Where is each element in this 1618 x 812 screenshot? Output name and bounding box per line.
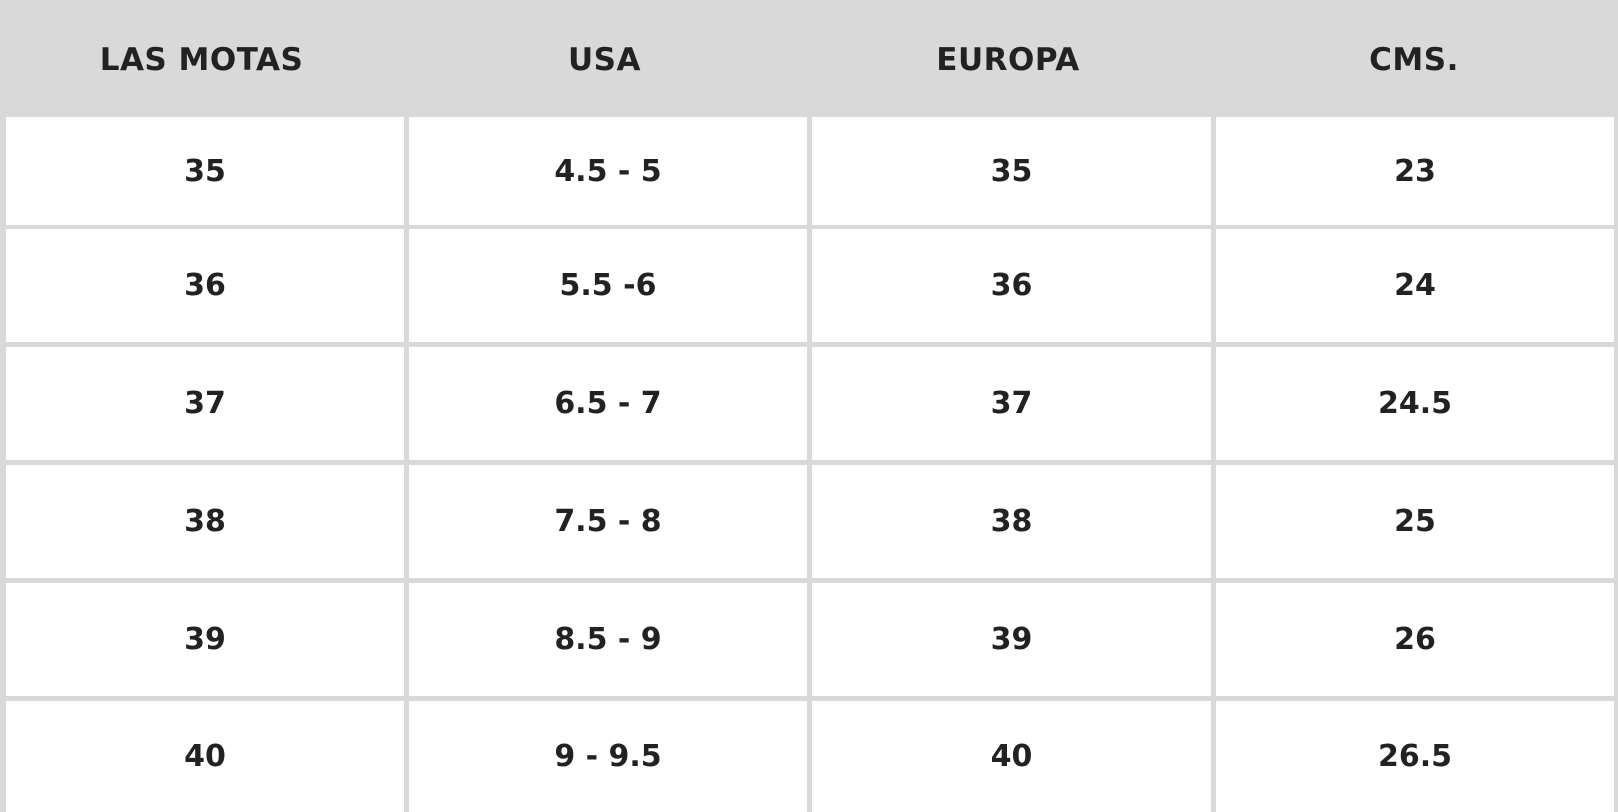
cell-usa: 8.5 - 9 (409, 583, 807, 696)
cell-usa: 5.5 -6 (409, 229, 807, 342)
cell-europa: 36 (812, 229, 1211, 342)
cell-las-motas: 40 (6, 701, 404, 812)
cell-las-motas: 37 (6, 347, 404, 460)
cell-las-motas: 35 (6, 117, 404, 225)
cell-europa: 40 (812, 701, 1211, 812)
cell-las-motas: 36 (6, 229, 404, 342)
cell-usa: 4.5 - 5 (409, 117, 807, 225)
cell-usa: 7.5 - 8 (409, 465, 807, 578)
size-table-body: 35 4.5 - 5 35 23 36 5.5 -6 36 24 37 6.5 - 7 37 24.5… (0, 117, 1618, 812)
cell-cms: 24 (1216, 229, 1614, 342)
cell-europa: 39 (812, 583, 1211, 696)
cell-cms: 26 (1216, 583, 1614, 696)
header-europa: EUROPA (936, 41, 1080, 78)
cell-cms: 26.5 (1216, 701, 1614, 812)
cell-cms: 25 (1216, 465, 1614, 578)
cell-las-motas: 38 (6, 465, 404, 578)
cell-europa: 38 (812, 465, 1211, 578)
cell-las-motas: 39 (6, 583, 404, 696)
header-cms: CMS. (1369, 41, 1459, 78)
header-usa: USA (568, 41, 641, 78)
cell-europa: 35 (812, 117, 1211, 225)
cell-usa: 6.5 - 7 (409, 347, 807, 460)
table-header: LAS MOTAS USA EUROPA CMS. (0, 0, 1618, 117)
cell-cms: 23 (1216, 117, 1614, 225)
cell-usa: 9 - 9.5 (409, 701, 807, 812)
cell-europa: 37 (812, 347, 1211, 460)
cell-cms: 24.5 (1216, 347, 1614, 460)
header-las-motas: LAS MOTAS (99, 41, 304, 78)
